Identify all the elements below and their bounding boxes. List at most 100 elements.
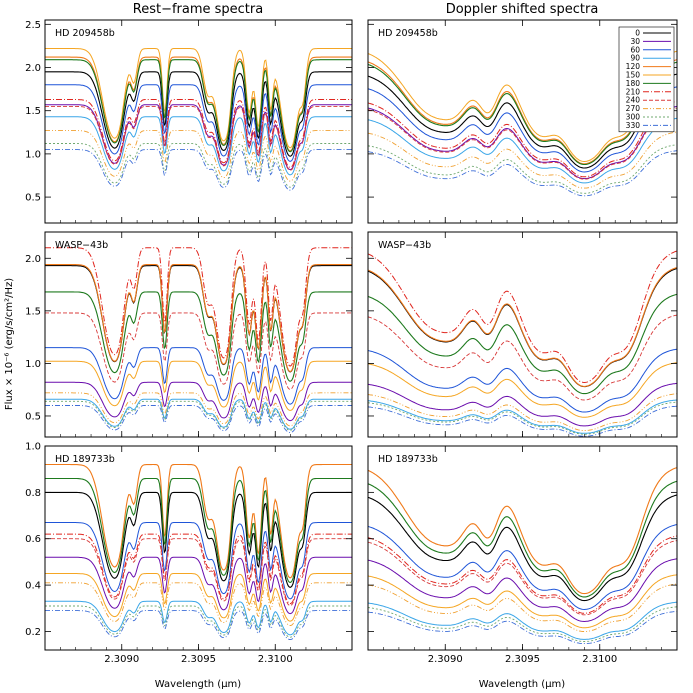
series-line-phase-300 xyxy=(368,144,677,194)
series-group xyxy=(45,247,352,433)
y-tick-label: 1.0 xyxy=(25,359,41,370)
series-line-phase-300 xyxy=(368,606,677,642)
series-line-phase-60 xyxy=(368,524,677,611)
series-line-phase-60 xyxy=(368,86,677,173)
y-tick-label: 2.0 xyxy=(25,63,41,74)
y-tick-label: 1.0 xyxy=(25,149,41,160)
series-line-phase-90 xyxy=(368,601,677,640)
series-line-phase-210 xyxy=(368,535,677,614)
planet-label: HD 209458b xyxy=(378,28,438,39)
series-line-phase-0 xyxy=(368,267,677,388)
y-tick-label: 0.8 xyxy=(25,488,41,499)
series-line-phase-30 xyxy=(45,381,352,422)
series-line-phase-0 xyxy=(368,73,677,169)
panel-doppler-2: 2.3090 2.3095 2.3100 HD 189733b xyxy=(367,445,678,665)
series-line-phase-180 xyxy=(45,291,352,382)
series-group xyxy=(45,48,352,191)
series-line-phase-300 xyxy=(45,605,352,638)
y-tick-label: 1.0 xyxy=(25,442,41,453)
column-title-doppler: Doppler shifted spectra xyxy=(446,2,599,17)
x-tick-label: 2.3090 xyxy=(104,654,139,665)
series-line-phase-150 xyxy=(368,574,677,629)
x-tick-label: 2.3100 xyxy=(582,654,617,665)
series-group xyxy=(45,463,352,641)
series-line-phase-300 xyxy=(368,401,677,435)
legend-label: 240 xyxy=(626,96,641,105)
legend-label: 210 xyxy=(626,87,641,96)
series-line-phase-330 xyxy=(45,405,352,433)
series-line-phase-60 xyxy=(45,84,352,162)
series-group xyxy=(368,50,677,197)
series-line-phase-30 xyxy=(368,382,677,427)
series-line-phase-180 xyxy=(45,59,352,153)
series-line-phase-150 xyxy=(368,50,677,163)
series-line-phase-330 xyxy=(368,150,677,197)
series-line-phase-270 xyxy=(45,130,352,182)
series-line-phase-90 xyxy=(45,398,352,430)
series-line-phase-210 xyxy=(368,250,677,384)
legend-label: 90 xyxy=(630,54,640,63)
x-axis-label-rest: Wavelength (μm) xyxy=(155,679,242,690)
series-line-phase-0 xyxy=(45,71,352,157)
series-line-phase-330 xyxy=(45,610,352,641)
series-line-phase-180 xyxy=(368,480,677,598)
series-line-phase-60 xyxy=(45,347,352,405)
series-line-phase-210 xyxy=(368,100,677,178)
series-line-phase-240 xyxy=(368,314,677,401)
planet-label: HD 189733b xyxy=(378,454,438,465)
series-line-phase-120 xyxy=(368,59,677,165)
y-tick-label: 2.5 xyxy=(25,20,41,31)
legend-label: 300 xyxy=(626,113,641,122)
x-tick-label: 2.3095 xyxy=(505,654,540,665)
legend-label: 0 xyxy=(635,29,640,38)
series-line-phase-330 xyxy=(45,149,352,191)
legend-label: 180 xyxy=(626,79,641,88)
series-line-phase-240 xyxy=(368,107,677,180)
panel-rest-1: 0.5 1.0 1.5 2.0 WASP−43b xyxy=(25,231,353,438)
legend-label: 120 xyxy=(626,62,641,71)
y-tick-label: 0.6 xyxy=(25,534,41,545)
series-group xyxy=(368,250,677,437)
series-line-phase-330 xyxy=(368,405,677,437)
series-line-phase-90 xyxy=(45,116,352,176)
y-tick-label: 0.4 xyxy=(25,581,41,592)
series-line-phase-270 xyxy=(45,392,352,427)
x-tick-label: 2.3090 xyxy=(428,654,463,665)
series-line-phase-150 xyxy=(45,360,352,411)
series-line-phase-150 xyxy=(45,573,352,622)
series-line-phase-30 xyxy=(45,556,352,615)
series-line-phase-180 xyxy=(368,293,677,395)
planet-label: WASP−43b xyxy=(55,240,108,251)
panel-doppler-1: WASP−43b xyxy=(367,231,678,438)
series-line-phase-150 xyxy=(368,362,677,418)
y-tick-label: 1.5 xyxy=(25,306,41,317)
series-line-phase-120 xyxy=(368,467,677,595)
y-axis-label: Flux × 10⁻⁶ (erg/s/cm²/Hz) xyxy=(4,278,15,410)
series-line-phase-120 xyxy=(45,264,352,373)
series-line-phase-270 xyxy=(368,583,677,632)
series-line-phase-30 xyxy=(368,105,677,180)
series-line-phase-270 xyxy=(45,582,352,626)
panel-rest-2: 2.3090 2.3095 2.3100 0.2 0.4 0.6 0.8 1.0 HD 1897… xyxy=(25,442,353,665)
panel-rest-0: 0.5 1.0 1.5 2.0 2.5 HD 209458b xyxy=(25,19,353,224)
series-group xyxy=(368,467,677,645)
planet-label: WASP−43b xyxy=(378,240,431,251)
y-tick-label: 1.5 xyxy=(25,106,41,117)
column-title-rest: Rest−frame spectra xyxy=(133,2,263,17)
series-line-phase-210 xyxy=(45,533,352,605)
series-line-phase-300 xyxy=(45,400,352,431)
series-line-phase-210 xyxy=(45,99,352,168)
series-line-phase-60 xyxy=(45,522,352,600)
series-line-phase-90 xyxy=(45,600,352,636)
legend-label: 30 xyxy=(630,37,640,46)
series-line-phase-210 xyxy=(45,247,352,367)
series-line-phase-30 xyxy=(45,104,352,171)
y-tick-label: 0.2 xyxy=(25,627,41,638)
y-tick-label: 2.0 xyxy=(25,254,41,265)
series-line-phase-270 xyxy=(368,393,677,431)
series-line-phase-0 xyxy=(45,491,352,588)
series-line-phase-90 xyxy=(368,399,677,434)
series-line-phase-180 xyxy=(368,61,677,166)
series-line-phase-90 xyxy=(368,117,677,184)
